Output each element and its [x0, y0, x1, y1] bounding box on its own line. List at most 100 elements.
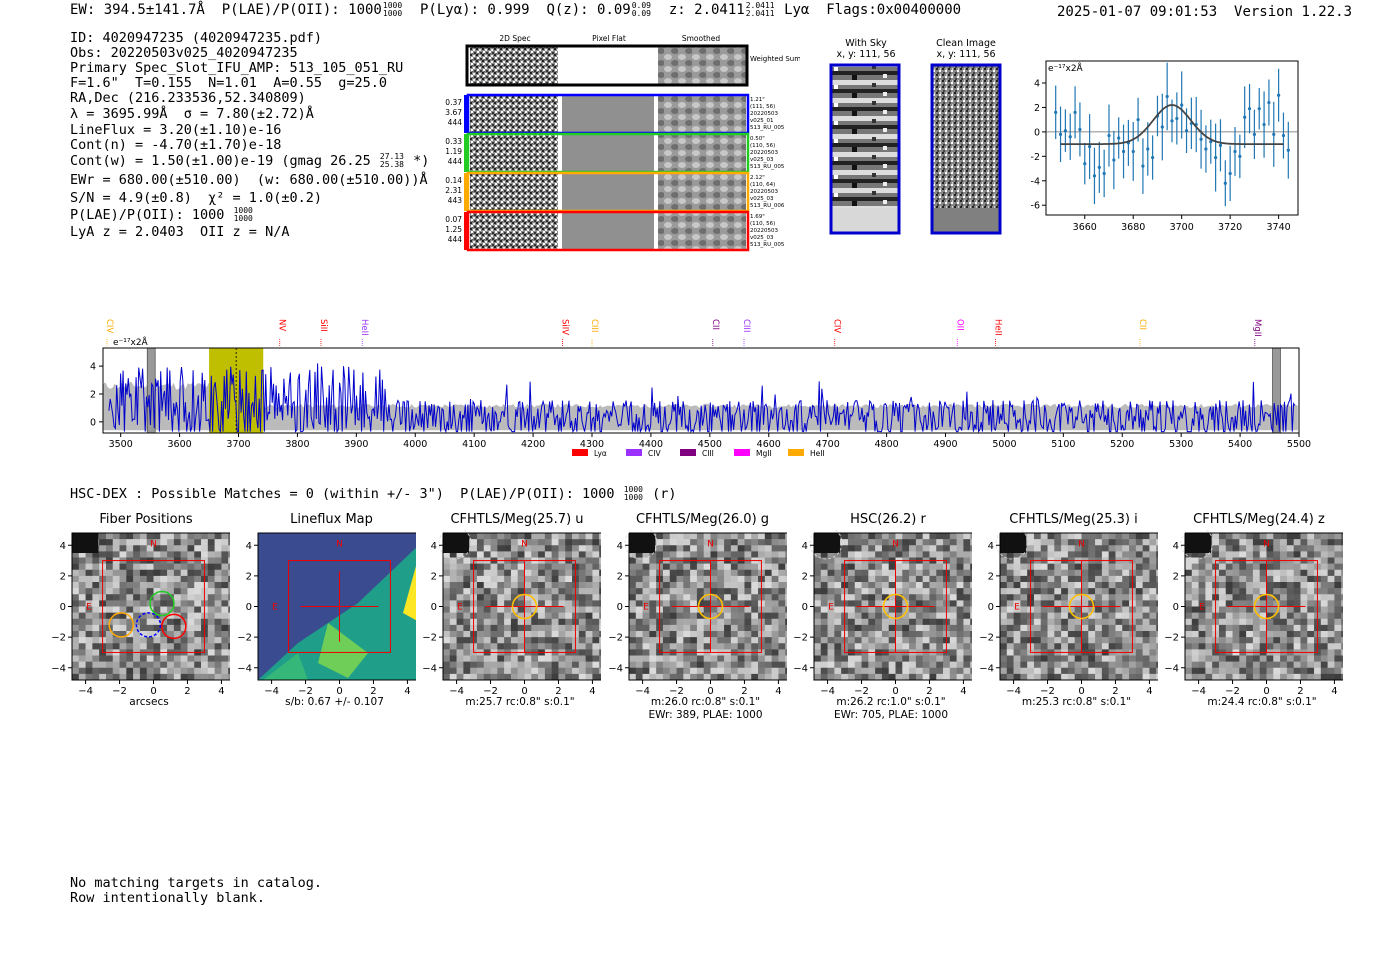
cutout-pixel — [669, 673, 677, 681]
cutout-pixel — [565, 661, 573, 669]
cutout-pixel — [847, 588, 856, 595]
zoom-data-point — [1083, 162, 1087, 166]
cutout-pixel — [1293, 594, 1301, 601]
cutout-pixel — [592, 557, 600, 564]
cutout-pixel — [1148, 655, 1157, 662]
cutout-pixel — [72, 588, 80, 595]
cutout-pixel — [92, 673, 100, 681]
cutout-pixel — [146, 661, 154, 669]
cutout-pixel — [1246, 600, 1254, 607]
cutout-pixel — [682, 606, 690, 613]
cutout-pixel — [1101, 594, 1109, 601]
cutout-pixel — [214, 557, 222, 564]
cutout-pixel — [1191, 563, 1199, 571]
cutout-pixel — [1273, 575, 1281, 583]
cutout-pixel — [922, 667, 930, 675]
cutout-pixel — [1341, 563, 1343, 571]
cutout-pixel — [820, 661, 828, 669]
cutout-pixel — [730, 551, 738, 558]
cutout-pixel — [1320, 551, 1328, 558]
cutout-pixel — [1033, 612, 1041, 620]
cutout-xtick-label: 4 — [589, 686, 595, 697]
cutout-pixel — [1121, 667, 1129, 675]
cutout-pixel — [743, 582, 752, 589]
cutout-panel-img: CFHTLS/Meg(25.3) i N E −4 −2 0 2 4 4 2 0 −2 −4 m:25.3… — [968, 512, 1158, 727]
cutout-pixel — [126, 551, 134, 558]
cutout-pixel — [1205, 606, 1213, 613]
cutout-pixel — [648, 661, 656, 669]
cutout-pixel — [463, 606, 471, 613]
cutout-pixel — [504, 667, 512, 675]
cutout-pixel — [1225, 575, 1233, 583]
cutout-pixel — [72, 649, 80, 656]
cutout-row-smoothed — [658, 135, 746, 171]
cutout-pixel — [662, 575, 670, 583]
cutout-row-meta: 1.21" — [750, 97, 765, 103]
zoom-data-point — [1286, 148, 1290, 152]
cutout-pixel — [228, 563, 230, 571]
cutout-pixel — [1185, 649, 1193, 656]
cutout-pixel — [78, 594, 86, 601]
cutout-pixel — [949, 551, 957, 558]
cutout-pixel — [449, 582, 457, 589]
cutout-pixel — [1232, 569, 1240, 577]
cutout-pixel — [187, 594, 195, 601]
cutout-pixel — [1218, 545, 1227, 552]
cutout-pixel — [551, 600, 559, 607]
cutout-pixel — [1273, 569, 1281, 577]
cutout-pixel — [1198, 661, 1206, 669]
cutout-pixel — [814, 563, 822, 571]
cutout-row-gap — [654, 96, 658, 132]
cutout-pixel — [841, 661, 849, 669]
cutout-pixel — [1114, 667, 1123, 675]
cutout-pixel — [743, 569, 752, 577]
cutout-pixel — [696, 582, 704, 589]
cutout-pixel — [470, 673, 478, 681]
cutout-pixel — [868, 588, 876, 595]
cutout-pixel — [1286, 667, 1294, 675]
cutout-pixel — [868, 643, 876, 650]
cutout-pixel — [771, 667, 779, 675]
cutout-pixel — [544, 618, 552, 626]
cutout-pixel — [1266, 612, 1274, 620]
cutout-ytick-label: 4 — [431, 541, 437, 552]
cutout-pixel — [764, 563, 772, 571]
cutout-pixel — [655, 545, 663, 552]
cutout-row-smoothed — [658, 213, 746, 249]
cutout-pixel — [1067, 545, 1075, 552]
cutout-pixel — [1040, 594, 1048, 601]
cutout-pixel — [1307, 637, 1315, 644]
cutout-pixel — [1121, 643, 1129, 650]
cutout-pixel — [167, 563, 175, 571]
cutout-pixel — [92, 655, 100, 662]
cutout-row-stat: 1.25 — [445, 225, 462, 234]
cutout-pixel — [504, 612, 512, 620]
cutout-pixel — [592, 667, 600, 675]
cutout-pixel — [599, 655, 601, 662]
cutout-pixel — [214, 655, 222, 662]
cutout-pixel — [524, 655, 532, 662]
cutout-pixel — [682, 637, 690, 644]
cutout-pixel — [895, 618, 903, 626]
cutout-pixel — [1026, 667, 1034, 675]
header-plae-range: 1000 1000 — [382, 1, 403, 18]
cutout-pixel — [1239, 612, 1247, 620]
cutout-pixel — [1300, 667, 1308, 675]
cutout-pixel — [194, 539, 202, 546]
cutout-pixel — [777, 631, 786, 638]
cutout-pixel — [1101, 618, 1109, 626]
cutout-pixel — [139, 539, 148, 546]
cutout-pixel — [922, 606, 930, 613]
cutout-pixel — [963, 667, 971, 675]
cutout-row-meta: 513_RU_005 — [750, 164, 785, 170]
cutout-pixel — [221, 655, 229, 662]
cutout-pixel — [1033, 563, 1041, 571]
cutout-pixel — [703, 643, 711, 650]
cutout-pixel — [449, 667, 457, 675]
cutout-pixel — [443, 649, 451, 656]
cutout-pixel — [1307, 612, 1315, 620]
cutout-pixel — [1074, 600, 1082, 607]
cutout-row-meta: 513_RU_005 — [750, 242, 785, 248]
cutout-pixel — [881, 545, 890, 552]
cutout-pixel — [99, 545, 107, 552]
